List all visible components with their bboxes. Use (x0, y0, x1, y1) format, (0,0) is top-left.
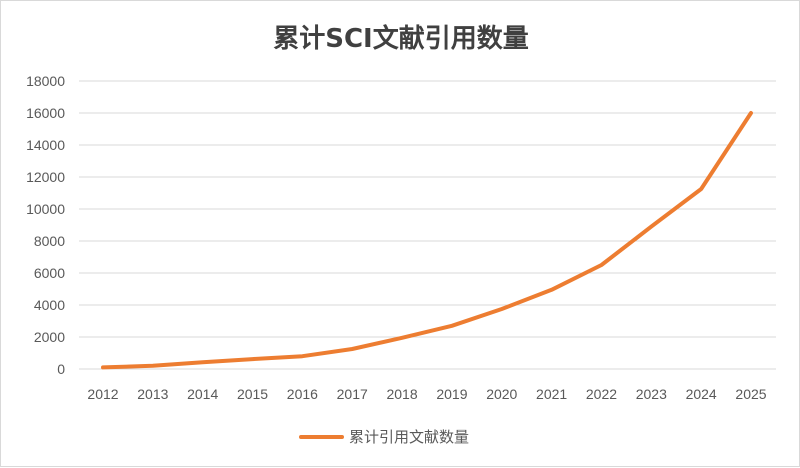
x-tick-label: 2019 (436, 386, 467, 402)
y-tick-label: 10000 (26, 201, 65, 217)
x-tick-label: 2015 (237, 386, 268, 402)
y-tick-label: 14000 (26, 137, 65, 153)
series-line (103, 113, 751, 367)
legend-label: 累计引用文献数量 (349, 428, 469, 446)
x-tick-label: 2025 (735, 386, 766, 402)
x-tick-label: 2014 (187, 386, 218, 402)
x-tick-label: 2013 (137, 386, 168, 402)
gridlines (79, 81, 776, 369)
y-tick-label: 2000 (34, 329, 65, 345)
chart-title: 累计SCI文献引用数量 (273, 23, 528, 54)
x-tick-label: 2021 (536, 386, 567, 402)
y-tick-label: 8000 (34, 233, 65, 249)
x-tick-label: 2023 (636, 386, 667, 402)
y-tick-label: 16000 (26, 105, 65, 121)
y-tick-label: 18000 (26, 73, 65, 89)
x-axis-ticks: 2012 2013 2014 2015 2016 2017 2018 2019 2020 2021… (87, 386, 766, 402)
legend: 累计引用文献数量 (301, 428, 469, 446)
x-tick-label: 2020 (486, 386, 517, 402)
y-tick-label: 12000 (26, 169, 65, 185)
x-tick-label: 2012 (87, 386, 118, 402)
y-tick-label: 4000 (34, 297, 65, 313)
y-tick-label: 6000 (34, 265, 65, 281)
y-axis-ticks: 0 2000 4000 6000 8000 10000 12000 14000 16000 180… (26, 73, 65, 377)
x-tick-label: 2018 (386, 386, 417, 402)
y-tick-label: 0 (57, 361, 65, 377)
series-lines (103, 113, 751, 368)
x-tick-label: 2016 (287, 386, 318, 402)
x-tick-label: 2024 (686, 386, 717, 402)
x-tick-label: 2022 (586, 386, 617, 402)
x-tick-label: 2017 (337, 386, 368, 402)
